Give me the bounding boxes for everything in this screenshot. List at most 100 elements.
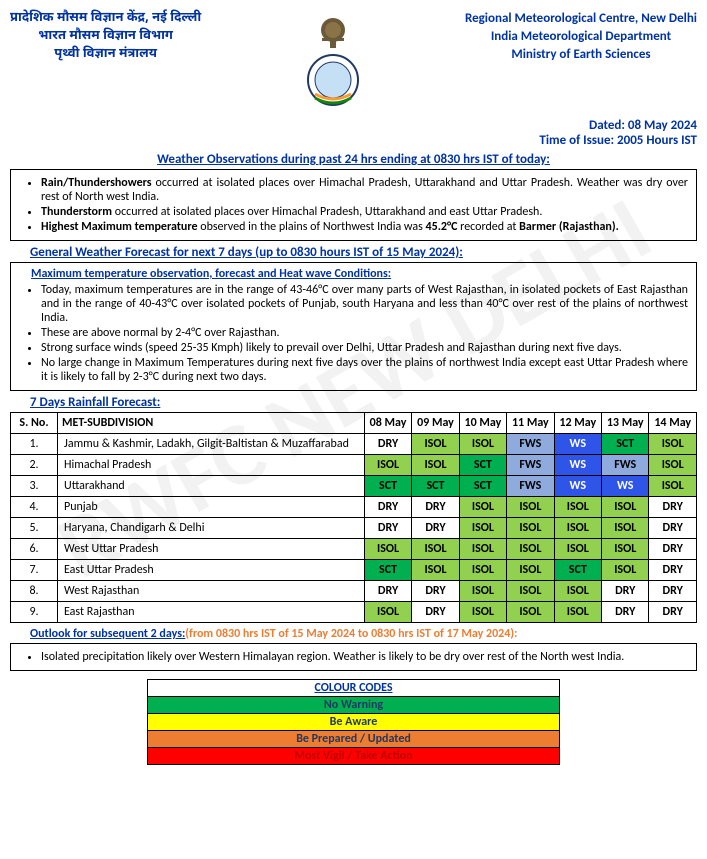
observation-item: Highest Maximum temperature observed in … bbox=[41, 220, 688, 234]
rain-cell: SCT bbox=[412, 476, 459, 497]
rain-cell: ISOL bbox=[554, 602, 601, 623]
rain-cell: ISOL bbox=[602, 518, 649, 539]
row-sn: 8. bbox=[11, 581, 58, 602]
table-row: 6.West Uttar PradeshISOLISOLISOLISOLISOL… bbox=[11, 539, 697, 560]
maxtemp-item: These are above normal by 2-4°C over Raj… bbox=[41, 326, 688, 340]
rain-cell: ISOL bbox=[459, 539, 506, 560]
rain-cell: DRY bbox=[649, 539, 697, 560]
outlook-label: Outlook for subsequent 2 days: bbox=[30, 627, 185, 641]
document-header: प्रादेशिक मौसम विज्ञान केंद्र, नई दिल्ली… bbox=[10, 10, 697, 110]
rain-cell: DRY bbox=[412, 497, 459, 518]
row-sn: 7. bbox=[11, 560, 58, 581]
rain-cell: WS bbox=[602, 476, 649, 497]
rain-cell: DRY bbox=[364, 581, 411, 602]
table-row: 3.UttarakhandSCTSCTSCTFWSWSWSISOL bbox=[11, 476, 697, 497]
rain-cell: ISOL bbox=[459, 497, 506, 518]
rain-cell: ISOL bbox=[459, 434, 506, 455]
rain-cell: SCT bbox=[459, 455, 506, 476]
forecast-title-extra: (up to 0830 hours IST of 15 May 2024): bbox=[255, 245, 463, 260]
hindi-line-2: भारत मौसम विज्ञान विभाग bbox=[10, 28, 201, 46]
rain-cell: ISOL bbox=[649, 476, 697, 497]
rain-cell: DRY bbox=[649, 497, 697, 518]
rain-cell: ISOL bbox=[554, 581, 601, 602]
header-logos bbox=[307, 10, 359, 110]
table-row: 4.PunjabDRYDRYISOLISOLISOLISOLDRY bbox=[11, 497, 697, 518]
rain-cell: DRY bbox=[602, 602, 649, 623]
row-subdivision: Haryana, Chandigarh & Delhi bbox=[58, 518, 365, 539]
row-subdivision: West Rajasthan bbox=[58, 581, 365, 602]
rain-cell: SCT bbox=[364, 476, 411, 497]
hindi-line-1: प्रादेशिक मौसम विज्ञान केंद्र, नई दिल्ली bbox=[10, 10, 201, 28]
rain-cell: ISOL bbox=[649, 455, 697, 476]
maxtemp-title: Maximum temperature observation, forecas… bbox=[19, 267, 688, 281]
rain-cell: SCT bbox=[364, 560, 411, 581]
dated-text: Dated: 08 May 2024 bbox=[10, 118, 697, 133]
table-row: 5.Haryana, Chandigarh & DelhiDRYDRYISOLI… bbox=[11, 518, 697, 539]
rain-cell: ISOL bbox=[364, 455, 411, 476]
observation-item: Rain/Thundershowers occurred at isolated… bbox=[41, 176, 688, 204]
rain-cell: ISOL bbox=[459, 581, 506, 602]
rain-cell: ISOL bbox=[459, 518, 506, 539]
rain-cell: DRY bbox=[602, 581, 649, 602]
rain-cell: ISOL bbox=[554, 518, 601, 539]
rain-cell: ISOL bbox=[602, 497, 649, 518]
rain-cell: ISOL bbox=[554, 539, 601, 560]
observation-item: Thunderstorm occurred at isolated places… bbox=[41, 205, 688, 219]
table-row: 1.Jammu & Kashmir, Ladakh, Gilgit-Baltis… bbox=[11, 434, 697, 455]
rain-cell: DRY bbox=[364, 434, 411, 455]
forecast-title-label: General Weather Forecast for next 7 days bbox=[30, 245, 255, 260]
rain-cell: WS bbox=[554, 455, 601, 476]
colour-code-row: Be Aware bbox=[148, 714, 559, 731]
table-row: 7.East Uttar PradeshSCTISOLISOLISOLSCTIS… bbox=[11, 560, 697, 581]
rain-cell: ISOL bbox=[412, 539, 459, 560]
rain-cell: DRY bbox=[364, 518, 411, 539]
hindi-line-3: पृथ्वी विज्ञान मंत्रालय bbox=[10, 46, 201, 64]
observations-title: Weather Observations during past 24 hrs … bbox=[10, 152, 697, 167]
rain-cell: DRY bbox=[412, 581, 459, 602]
rain-header-cell: 14 May bbox=[649, 413, 697, 434]
rain-cell: WS bbox=[554, 434, 601, 455]
table-row: 2.Himachal PradeshISOLISOLSCTFWSWSFWSISO… bbox=[11, 455, 697, 476]
rain-cell: ISOL bbox=[507, 602, 554, 623]
rain-cell: ISOL bbox=[507, 518, 554, 539]
header-hindi: प्रादेशिक मौसम विज्ञान केंद्र, नई दिल्ली… bbox=[10, 10, 201, 65]
rain-cell: SCT bbox=[602, 434, 649, 455]
outlook-title: Outlook for subsequent 2 days:(from 0830… bbox=[10, 627, 697, 641]
outlook-bullet: Isolated precipitation likely over Weste… bbox=[41, 650, 688, 664]
rain-cell: ISOL bbox=[364, 602, 411, 623]
row-subdivision: West Uttar Pradesh bbox=[58, 539, 365, 560]
rain-cell: FWS bbox=[507, 434, 554, 455]
rain-cell: FWS bbox=[507, 476, 554, 497]
rain-cell: ISOL bbox=[507, 581, 554, 602]
rain-cell: DRY bbox=[649, 602, 697, 623]
rainfall-header-row: S. No.MET-SUBDIVISION08 May09 May10 May1… bbox=[11, 413, 697, 434]
rainfall-table: S. No.MET-SUBDIVISION08 May09 May10 May1… bbox=[10, 412, 697, 623]
rain-cell: ISOL bbox=[459, 602, 506, 623]
rain-header-cell: 11 May bbox=[507, 413, 554, 434]
row-sn: 2. bbox=[11, 455, 58, 476]
row-subdivision: Uttarakhand bbox=[58, 476, 365, 497]
rain-cell: SCT bbox=[459, 476, 506, 497]
rain-cell: FWS bbox=[507, 455, 554, 476]
rain-cell: ISOL bbox=[459, 560, 506, 581]
rain-cell: WS bbox=[554, 476, 601, 497]
rain-header-cell: 09 May bbox=[412, 413, 459, 434]
rain-cell: ISOL bbox=[602, 539, 649, 560]
rain-cell: DRY bbox=[649, 560, 697, 581]
maxtemp-list: Today, maximum temperatures are in the r… bbox=[19, 283, 688, 384]
header-english: Regional Meteorological Centre, New Delh… bbox=[465, 10, 697, 65]
colour-code-row: No Warning bbox=[148, 697, 559, 714]
maxtemp-item: Strong surface winds (speed 25-35 Kmph) … bbox=[41, 341, 688, 355]
rain-cell: ISOL bbox=[554, 497, 601, 518]
row-sn: 1. bbox=[11, 434, 58, 455]
rain-cell: DRY bbox=[649, 518, 697, 539]
maxtemp-item: Today, maximum temperatures are in the r… bbox=[41, 283, 688, 325]
row-sn: 4. bbox=[11, 497, 58, 518]
rain-title: 7 Days Rainfall Forecast: bbox=[10, 395, 697, 410]
eng-line-2: India Meteorological Department bbox=[465, 28, 697, 46]
row-subdivision: Punjab bbox=[58, 497, 365, 518]
rain-cell: ISOL bbox=[602, 560, 649, 581]
eng-line-3: Ministry of Earth Sciences bbox=[465, 46, 697, 64]
rainfall-body: 1.Jammu & Kashmir, Ladakh, Gilgit-Baltis… bbox=[11, 434, 697, 623]
forecast-title: General Weather Forecast for next 7 days… bbox=[10, 245, 697, 260]
